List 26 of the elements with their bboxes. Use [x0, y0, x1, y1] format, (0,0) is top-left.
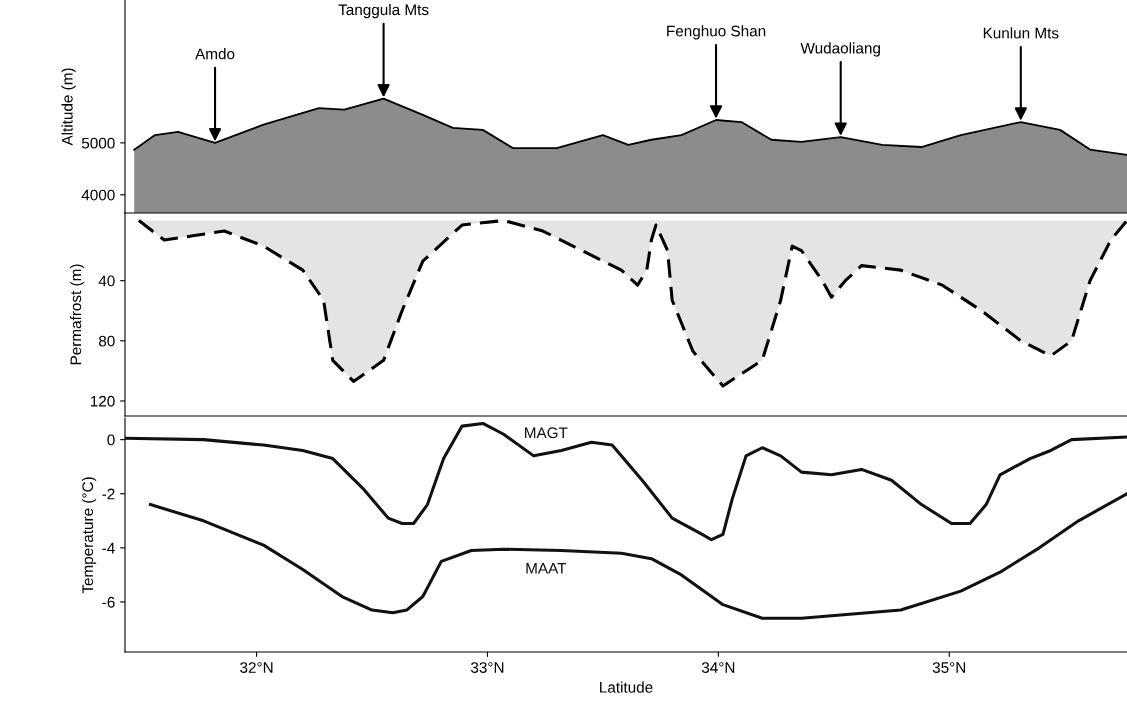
y-tick-label: 80	[98, 335, 115, 347]
y-axis-title: Permafrost (m)	[69, 264, 85, 365]
series-label: MAAT	[526, 563, 567, 574]
annotation: Fenghuo Shan	[667, 25, 766, 40]
y-tick-label: 0	[107, 434, 115, 446]
x-tick-label: 34°N	[701, 662, 735, 673]
y-tick-label: -2	[102, 488, 115, 500]
x-axis-title: Latitude	[600, 681, 653, 693]
y-tick-label: 4000	[81, 189, 115, 201]
x-tick-label: 32°N	[240, 662, 273, 673]
series-label: MAGT	[525, 427, 568, 439]
y-tick-label: 5000	[81, 137, 115, 149]
annotation: Wudaoliang	[800, 42, 880, 57]
y-axis-title: Temperature (°C)	[81, 477, 97, 594]
y-tick-label: 120	[90, 395, 115, 407]
annotation: Kunlun Mts	[983, 27, 1059, 39]
x-tick-label: 33°N	[470, 662, 504, 673]
annotation: Tanggula Mts	[338, 3, 429, 19]
y-axis-title: Altitude (m)	[61, 68, 76, 146]
line-series	[148, 492, 1127, 620]
annotation: Amdo	[195, 48, 235, 60]
y-tick-label: -6	[102, 596, 115, 608]
y-tick-label: -4	[102, 542, 115, 554]
x-tick-label: 35°N	[932, 662, 966, 673]
line-series	[125, 421, 1127, 542]
y-tick-label: 40	[98, 275, 115, 287]
